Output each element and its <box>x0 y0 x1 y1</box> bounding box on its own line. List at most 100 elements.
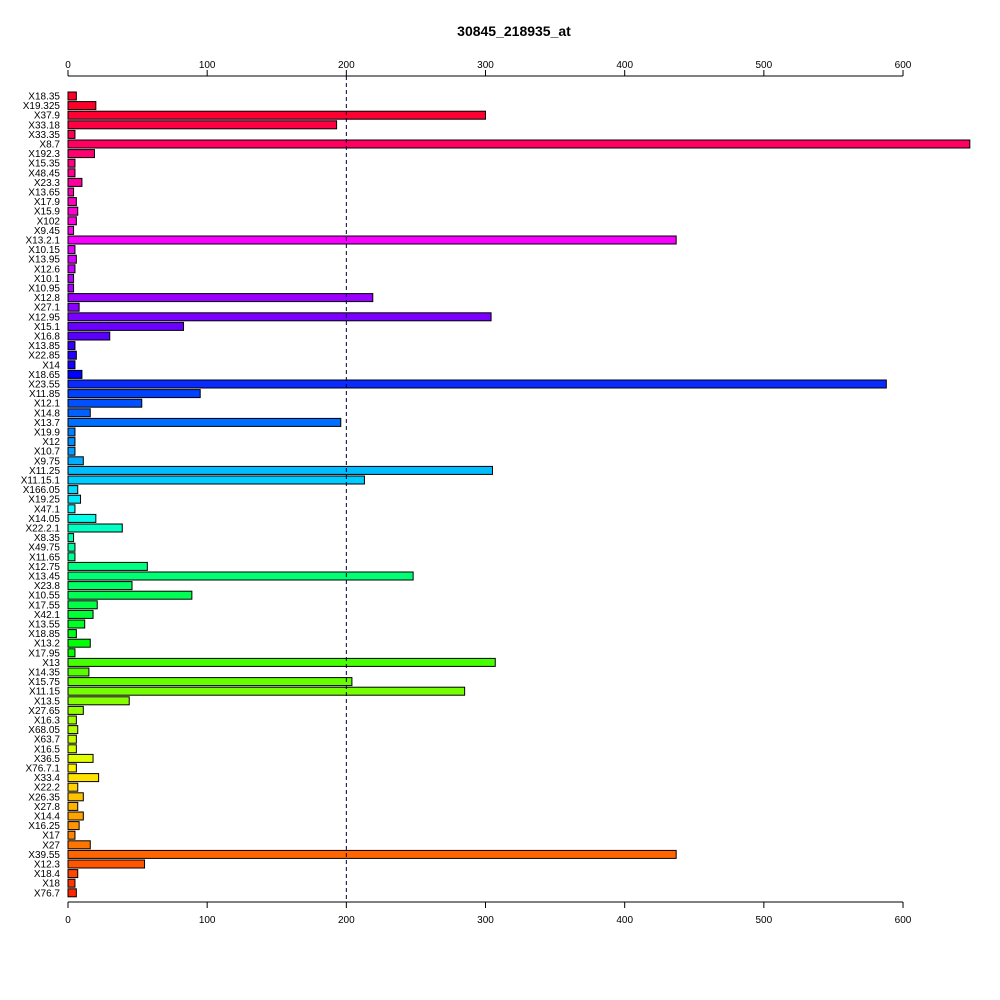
bar <box>67 235 677 245</box>
tick-label-top: 400 <box>616 60 633 71</box>
bar <box>67 197 77 207</box>
category-label: X33.35 <box>28 130 60 141</box>
category-label: X16.5 <box>34 744 61 755</box>
category-label: X18 <box>42 879 60 890</box>
bar <box>67 609 94 619</box>
category-label: X166.05 <box>23 485 61 496</box>
category-label: X13.5 <box>34 696 61 707</box>
bar <box>67 120 338 130</box>
category-label: X11.15.1 <box>21 476 61 487</box>
category-label: X13.55 <box>28 620 60 631</box>
bar <box>67 321 185 331</box>
category-label: X12.95 <box>28 312 60 323</box>
category-label: X14.4 <box>34 812 61 823</box>
bar <box>67 158 76 168</box>
tick-label-bottom: 300 <box>477 915 494 926</box>
category-label: X13 <box>42 658 60 669</box>
category-label: X48.45 <box>28 168 60 179</box>
category-label: X19.9 <box>34 428 61 439</box>
tick-label-bottom: 100 <box>199 915 216 926</box>
x-axis-bottom: 0 100 200 300 400 500 600 <box>65 901 912 926</box>
category-label: X10.1 <box>34 274 61 285</box>
bar <box>67 561 148 571</box>
bar <box>67 648 76 658</box>
bar <box>67 283 75 293</box>
category-label: X12 <box>42 437 60 448</box>
category-label: X19.25 <box>28 495 60 506</box>
category-label: X10.15 <box>28 245 60 256</box>
bars <box>67 91 971 898</box>
category-label: X27 <box>42 840 60 851</box>
category-label: X14.8 <box>34 408 61 419</box>
category-label: X22.2 <box>34 783 61 794</box>
bar <box>67 638 91 648</box>
category-label: X14.05 <box>28 514 60 525</box>
bar <box>67 475 365 485</box>
bar <box>67 168 76 178</box>
bar <box>67 705 84 715</box>
bar <box>67 101 97 111</box>
category-label: X17.55 <box>28 600 60 611</box>
category-label: X63.7 <box>34 735 61 746</box>
category-label: X11.15 <box>29 687 60 698</box>
bar <box>67 369 83 379</box>
bar <box>67 302 80 312</box>
bar <box>67 792 84 802</box>
tick-label-top: 0 <box>65 60 71 71</box>
category-label: X37.9 <box>34 111 61 122</box>
bar <box>67 465 493 475</box>
category-label: X10.55 <box>28 591 60 602</box>
bar <box>67 753 94 763</box>
category-label: X15.1 <box>34 322 61 333</box>
category-label: X68.05 <box>28 725 60 736</box>
bar <box>67 408 91 418</box>
bar <box>67 245 76 255</box>
bar <box>67 312 492 322</box>
category-label: X36.5 <box>34 754 61 765</box>
category-label: X18.65 <box>28 370 60 381</box>
bar <box>67 379 887 389</box>
bar <box>67 744 77 754</box>
bar <box>67 686 466 696</box>
category-label: X11.25 <box>29 466 60 477</box>
category-label: X22.85 <box>28 351 60 362</box>
bar <box>67 878 76 888</box>
category-label: X15.9 <box>34 207 61 218</box>
tick-label-top: 300 <box>477 60 494 71</box>
bar <box>67 427 76 437</box>
bar <box>67 888 77 898</box>
category-label: X17 <box>42 831 60 842</box>
category-label: X16.8 <box>34 332 61 343</box>
category-labels: X18.35X19.325X37.9X33.18X33.35X8.7X192.3… <box>21 92 61 900</box>
x-axis-top: 0 100 200 300 400 500 600 <box>65 60 912 77</box>
bar <box>67 801 79 811</box>
bar <box>67 139 971 149</box>
category-label: X9.45 <box>34 226 61 237</box>
bar <box>67 725 79 735</box>
bar <box>67 456 84 466</box>
category-label: X49.75 <box>28 543 60 554</box>
category-label: X12.8 <box>34 293 61 304</box>
category-label: X8.7 <box>39 140 60 151</box>
category-label: X192.3 <box>28 149 60 160</box>
bar <box>67 485 79 495</box>
category-label: X15.35 <box>28 159 60 170</box>
category-label: X33.18 <box>28 120 60 131</box>
bar <box>67 91 77 101</box>
bar <box>67 629 77 639</box>
bar <box>67 677 353 687</box>
tick-label-bottom: 200 <box>338 915 355 926</box>
tick-label-top: 500 <box>756 60 773 71</box>
bar <box>67 398 143 408</box>
category-label: X17.95 <box>28 648 60 659</box>
category-label: X14 <box>42 360 60 371</box>
bar <box>67 715 77 725</box>
category-label: X47.1 <box>34 504 61 515</box>
category-label: X22.2.1 <box>26 524 61 535</box>
category-label: X18.85 <box>28 629 60 640</box>
category-label: X76.7 <box>34 888 61 899</box>
category-label: X27.1 <box>34 303 61 314</box>
category-label: X27.65 <box>28 706 60 717</box>
bar <box>67 734 77 744</box>
